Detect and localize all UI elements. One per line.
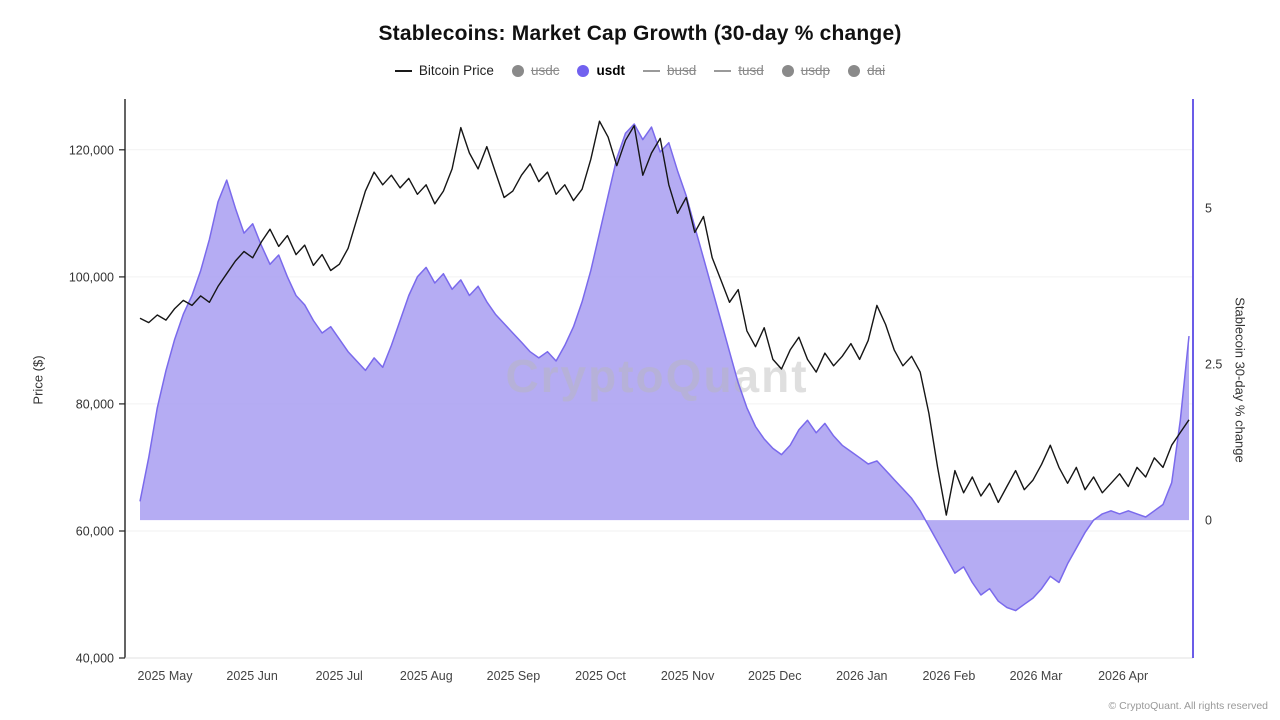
legend-item-busd[interactable]: busd bbox=[642, 63, 697, 79]
right-axis-tick-label: 2.5 bbox=[1205, 358, 1222, 372]
legend-label: usdp bbox=[800, 63, 831, 79]
left-axis-tick-label: 60,000 bbox=[76, 525, 114, 539]
legend-dot-icon bbox=[511, 65, 524, 77]
bitcoin-price-line bbox=[139, 120, 1190, 516]
legend-dot-icon bbox=[848, 65, 861, 77]
x-axis-tick-label: 2025 Oct bbox=[575, 669, 626, 683]
x-axis-tick-label: 2025 Jun bbox=[226, 669, 277, 683]
legend-dot-icon bbox=[577, 65, 590, 77]
left-axis-tick-label: 100,000 bbox=[69, 270, 114, 284]
x-axis-tick-label: 2025 Sep bbox=[487, 669, 541, 683]
left-axis-tick-label: 120,000 bbox=[69, 143, 114, 157]
legend: Bitcoin Price usdc usdt busd tusd usdp dai bbox=[0, 60, 1280, 82]
legend-line-icon bbox=[394, 70, 412, 72]
usdt-area bbox=[140, 124, 1189, 611]
legend-label: usdc bbox=[530, 63, 560, 79]
usdt-line bbox=[139, 123, 1190, 612]
legend-line-icon bbox=[714, 70, 732, 72]
legend-line-icon bbox=[642, 70, 660, 72]
legend-item-tusd[interactable]: tusd bbox=[714, 64, 764, 78]
legend-item-bitcoin-price[interactable]: Bitcoin Price bbox=[394, 63, 494, 79]
left-axis-title: Price ($) bbox=[30, 355, 46, 405]
copyright-note: © CryptoQuant. All rights reserved bbox=[1108, 700, 1268, 712]
x-axis-tick-label: 2025 Jul bbox=[316, 669, 363, 683]
page-title: Stablecoins: Market Cap Growth (30-day %… bbox=[378, 22, 902, 45]
x-axis-tick-label: 2026 Apr bbox=[1098, 669, 1148, 683]
legend-item-dai[interactable]: dai bbox=[848, 64, 885, 78]
legend-label: dai bbox=[867, 63, 886, 79]
legend-label: usdt bbox=[596, 63, 625, 79]
left-axis-tick-label: 40,000 bbox=[76, 652, 114, 666]
right-axis-tick-label: 0 bbox=[1205, 514, 1212, 528]
x-axis-tick-label: 2026 Mar bbox=[1010, 669, 1063, 683]
watermark: CryptoQuant bbox=[505, 350, 808, 402]
legend-label: Bitcoin Price bbox=[418, 63, 494, 79]
legend-item-usdc[interactable]: usdc bbox=[511, 63, 560, 79]
legend-label: tusd bbox=[738, 63, 764, 79]
legend-item-usdt[interactable]: usdt bbox=[577, 64, 625, 78]
right-axis-title: Stablecoin 30-day % change bbox=[1232, 297, 1248, 463]
legend-item-usdp[interactable]: usdp bbox=[781, 63, 831, 79]
x-axis-tick-label: 2025 Aug bbox=[400, 669, 453, 683]
x-axis-tick-label: 2025 May bbox=[138, 669, 194, 683]
x-axis-tick-label: 2026 Feb bbox=[922, 669, 975, 683]
x-axis-tick-label: 2025 Nov bbox=[661, 669, 715, 683]
left-axis-tick-label: 80,000 bbox=[76, 397, 114, 411]
x-axis-tick-label: 2026 Jan bbox=[836, 669, 887, 683]
right-axis-tick-label: 5 bbox=[1205, 202, 1212, 216]
legend-label: busd bbox=[666, 63, 697, 79]
x-axis-tick-label: 2025 Dec bbox=[748, 669, 802, 683]
legend-dot-icon bbox=[781, 65, 794, 77]
